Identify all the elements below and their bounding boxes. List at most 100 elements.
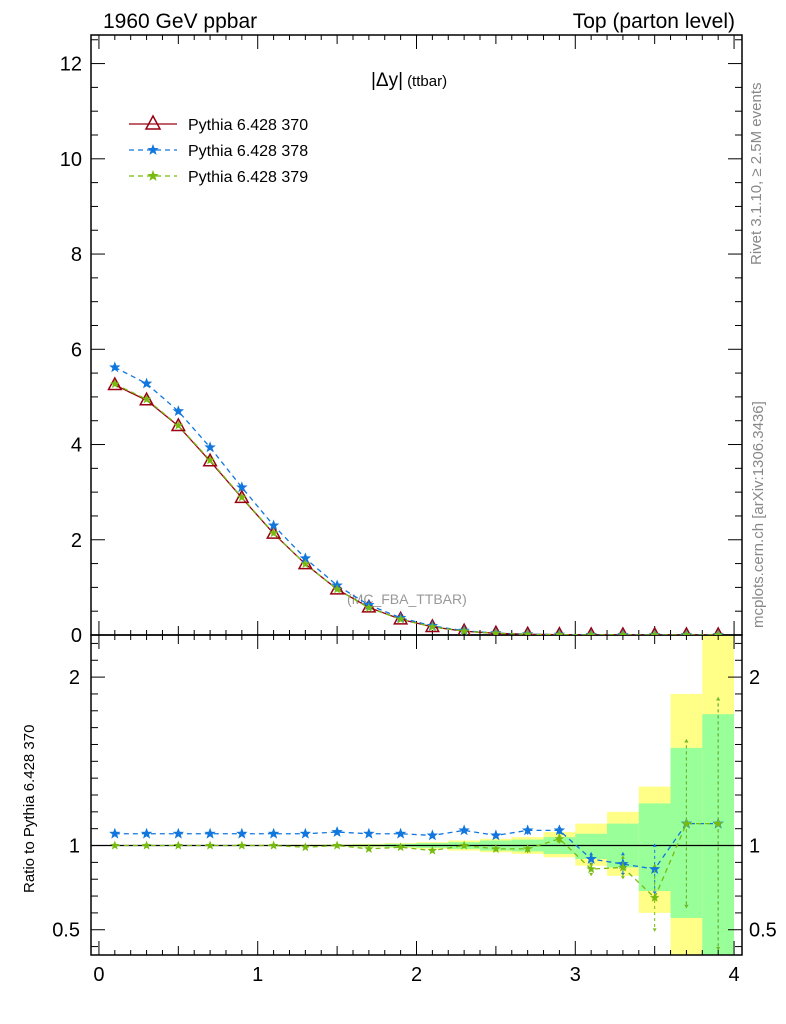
ratio-point-1 <box>618 862 628 872</box>
ratio-errorcap-top-1 <box>652 864 657 868</box>
ratio-point-1 <box>300 842 311 852</box>
legend-label-370: Pythia 6.428 370 <box>188 117 308 134</box>
ratio-point-1 <box>141 840 152 850</box>
ratio-point-0 <box>236 827 248 839</box>
ratio-errorcap-bottom-1 <box>589 872 594 876</box>
legend-label-379: Pythia 6.428 379 <box>188 169 308 186</box>
ratio-point-0 <box>426 829 439 841</box>
x-tick-label: 2 <box>411 964 422 986</box>
ratio-errorcap-bottom-1 <box>684 904 689 908</box>
legend-star-shape-379 <box>147 170 159 181</box>
ratio-point-0 <box>458 824 470 836</box>
ratio-point-1 <box>237 840 247 850</box>
main-point-2 <box>300 559 311 569</box>
main-point-2 <box>141 394 152 404</box>
mcplots-label: mcplots.cern.ch [arXiv:1306.3436] <box>750 401 767 628</box>
legend-marker-379 <box>147 170 159 181</box>
ratio-point-0 <box>299 827 312 839</box>
main-point-1 <box>267 519 280 531</box>
main-point-2 <box>110 379 120 389</box>
ratio-point-0 <box>172 827 185 839</box>
ratio-point-0 <box>204 827 216 839</box>
header-left: 1960 GeV ppbar <box>103 10 257 33</box>
legend-entry-379: Pythia 6.428 379 <box>129 169 308 186</box>
ratio-point-1 <box>395 842 406 852</box>
legend-entry-378: Pythia 6.428 378 <box>129 143 308 160</box>
ratio-y-tick-label: 0.5 <box>52 920 80 942</box>
main-point-1 <box>204 441 216 453</box>
main-point-1 <box>236 481 248 493</box>
main-series-group <box>107 361 724 635</box>
main-series-line-2 <box>114 383 719 635</box>
ratio-point-1 <box>713 818 723 828</box>
main-point-2 <box>459 626 469 635</box>
ratio-point-1 <box>459 840 469 850</box>
main-point-2 <box>586 629 596 635</box>
legend-marker-370 <box>144 114 162 130</box>
ratio-point-1 <box>364 843 374 853</box>
ratio-ylabel: Ratio to Pythia 6.428 370 <box>21 725 38 893</box>
ratio-point-1 <box>173 840 184 850</box>
ratio-point-0 <box>585 853 597 864</box>
plot-title-sub: (ttbar) <box>407 73 447 90</box>
ratio-point-1 <box>681 818 692 828</box>
main-point-1 <box>172 405 185 417</box>
legend: Pythia 6.428 370 Pythia 6.428 378 Pythia… <box>129 114 308 186</box>
legend-star-shape-378 <box>147 144 159 155</box>
main-point-1 <box>299 552 312 564</box>
ratio-errorcap-bottom-1 <box>716 946 721 950</box>
ratio-errorcap-top-1 <box>684 739 689 743</box>
ratio-point-0 <box>140 827 153 839</box>
main-point-2 <box>427 621 438 631</box>
ratio-point-0 <box>331 826 343 837</box>
ratio-point-1 <box>522 843 533 853</box>
ratio-point-1 <box>110 840 120 850</box>
main-point-2 <box>268 528 279 538</box>
main-panel-axes: 0 2 4 6 8 10 12 <box>60 34 743 647</box>
legend-marker-378 <box>147 144 159 155</box>
x-tick-label: 0 <box>93 964 104 986</box>
x-tick-label: 1 <box>252 964 263 986</box>
ratio-point-1 <box>205 840 215 850</box>
x-tick-label: 4 <box>728 964 739 986</box>
ratio-errorcap-top-1 <box>716 697 721 701</box>
ratio-y-tick-label: 1 <box>69 836 80 858</box>
main-series-line-1 <box>114 366 719 635</box>
ratio-point-0 <box>521 824 534 836</box>
ratio-point-0 <box>109 827 121 839</box>
main-point-2 <box>554 629 565 635</box>
main-point-2 <box>237 492 247 502</box>
main-point-2 <box>332 584 342 594</box>
analysis-watermark: (MC_FBA_TTBAR) <box>347 591 467 607</box>
ratio-errorcap-top-1 <box>589 862 594 866</box>
ratio-y-tick-label-right: 1 <box>749 836 760 858</box>
ratio-errorcap-top-0 <box>652 843 657 847</box>
ratio-errorcap-bottom-1 <box>652 928 657 932</box>
ratio-mc-bands <box>98 635 735 955</box>
ratio-point-1 <box>491 843 501 853</box>
ratio-errorcap-bottom-1 <box>557 840 562 844</box>
legend-entry-370: Pythia 6.428 370 <box>129 114 308 134</box>
ratio-point-0 <box>648 863 661 874</box>
main-point-2 <box>364 602 374 612</box>
ratio-y-tick-label-right: 2 <box>749 667 760 689</box>
main-point-2 <box>522 629 533 635</box>
header-right: Top (parton level) <box>573 10 735 33</box>
ratio-point-1 <box>332 840 342 850</box>
main-point-2 <box>618 629 628 635</box>
main-point-2 <box>205 455 215 465</box>
ratio-point-1 <box>427 845 438 855</box>
main-y-tick-label: 6 <box>71 339 82 361</box>
ratio-point-0 <box>553 824 566 836</box>
main-y-tick-label: 2 <box>71 530 82 552</box>
legend-label-378: Pythia 6.428 378 <box>188 143 308 160</box>
ratio-errorcap-top-1 <box>620 855 625 859</box>
plot-title-main: |Δy| <box>371 70 403 91</box>
ratio-point-0 <box>394 827 407 839</box>
ratio-series-line-1 <box>114 822 719 899</box>
main-point-1 <box>109 361 121 373</box>
rivet-label: Rivet 3.1.10, ≥ 2.5M events <box>748 83 765 266</box>
x-tick-label: 3 <box>570 964 581 986</box>
ratio-point-1 <box>649 892 660 902</box>
